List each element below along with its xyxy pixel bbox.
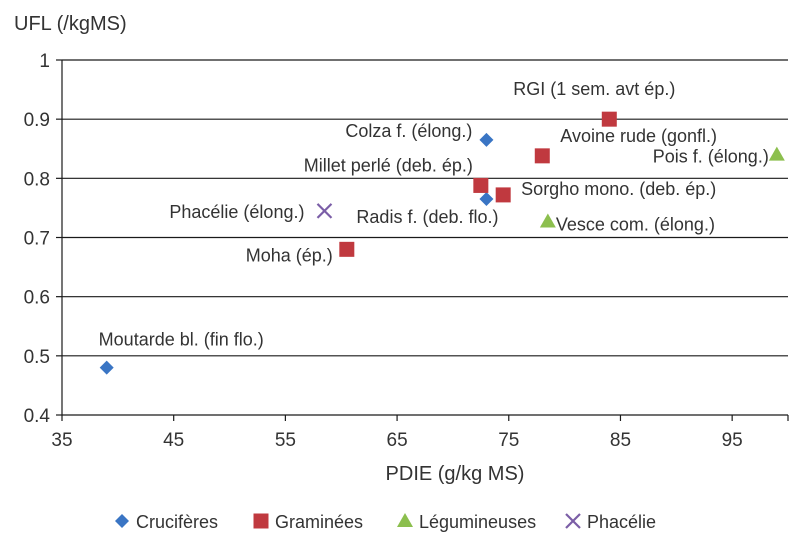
y-tick-label: 0.5 (24, 347, 50, 368)
point-labels: Colza f. (élong.) Radis f. (deb. flo.) Mou… (99, 79, 769, 350)
point-label-rgi-1-sem-avt-ep: RGI (1 sem. avt ép.) (513, 79, 675, 99)
point-pois-f-elong (768, 146, 785, 161)
y-tick-label: 0.8 (24, 169, 50, 190)
legend-item-legumineuses: Légumineuses (397, 512, 536, 532)
tick-labels: 35 45 55 65 75 85 95 0.4 0.5 0.6 0.7 0.8 0.9 1 (24, 51, 743, 451)
axes (56, 59, 789, 421)
legend-label-cruciferes: Crucifères (136, 512, 218, 532)
legend-item-cruciferes: Crucifères (115, 512, 218, 532)
point-radis-f-deb-flo (479, 192, 494, 207)
point-label-radis-f-deb-flo: Radis f. (deb. flo.) (356, 207, 498, 227)
x-tick-label: 75 (498, 430, 519, 451)
legend-label-legumineuses: Légumineuses (419, 512, 536, 532)
legend-item-phacelie: Phacélie (565, 512, 656, 532)
x-tick-label: 95 (722, 430, 743, 451)
y-tick-label: 0.9 (24, 110, 50, 131)
x-tick-label: 35 (51, 430, 72, 451)
legend: Crucifères Graminées Légumineuses Phacélie (115, 512, 656, 532)
y-tick-label: 0.4 (24, 406, 51, 427)
legend-marker-legumineuses (397, 513, 413, 527)
point-rgi-1-sem-avt-ep (601, 111, 617, 127)
point-label-colza-f-elong: Colza f. (élong.) (345, 121, 472, 141)
point-millet-perle-deb-ep (473, 177, 489, 193)
y-tick-label: 0.7 (24, 229, 50, 250)
legend-marker-cruciferes (115, 514, 129, 528)
point-vesce-com-elong (539, 213, 556, 228)
legend-marker-phacelie (565, 513, 581, 529)
point-label-vesce-com-elong: Vesce com. (élong.) (556, 215, 715, 235)
point-label-phacelie-elong: Phacélie (élong.) (169, 202, 304, 222)
x-axis-title: PDIE (g/kg MS) (386, 463, 525, 485)
point-label-sorgho-mono-deb-ep: Sorgho mono. (deb. ép.) (521, 179, 716, 199)
y-tick-label: 0.6 (24, 288, 50, 309)
point-label-moha-ep: Moha (ép.) (246, 245, 333, 265)
point-moha-ep (339, 241, 355, 257)
legend-label-phacelie: Phacélie (587, 512, 656, 532)
gridlines (62, 59, 788, 357)
y-tick-label: 1 (39, 51, 50, 72)
legend-marker-phacelie-stroke-b (565, 513, 581, 529)
point-avoine-rude-gonfl (534, 148, 550, 164)
point-phacelie-elong-stroke-b (316, 203, 333, 219)
point-label-avoine-rude-gonfl: Avoine rude (gonfl.) (560, 126, 717, 146)
legend-label-graminees: Graminées (275, 512, 363, 532)
data-points (99, 111, 785, 375)
point-label-pois-f-elong: Pois f. (élong.) (653, 147, 769, 167)
point-moutarde-bl-fin-flo (99, 360, 114, 375)
x-tick-label: 55 (275, 430, 296, 451)
point-label-moutarde-bl-fin-flo: Moutarde bl. (fin flo.) (99, 330, 264, 350)
point-label-millet-perle-deb-ep: Millet perlé (deb. ép.) (304, 155, 473, 175)
point-colza-f-elong (479, 132, 494, 147)
point-phacelie-elong (316, 203, 333, 219)
legend-marker-graminees (253, 513, 269, 529)
point-sorgho-mono-deb-ep (495, 187, 511, 203)
x-tick-label: 85 (610, 430, 631, 451)
x-tick-label: 45 (163, 430, 184, 451)
y-axis-title: UFL (/kgMS) (14, 13, 127, 35)
legend-item-graminees: Graminées (253, 512, 363, 532)
x-tick-label: 65 (387, 430, 408, 451)
